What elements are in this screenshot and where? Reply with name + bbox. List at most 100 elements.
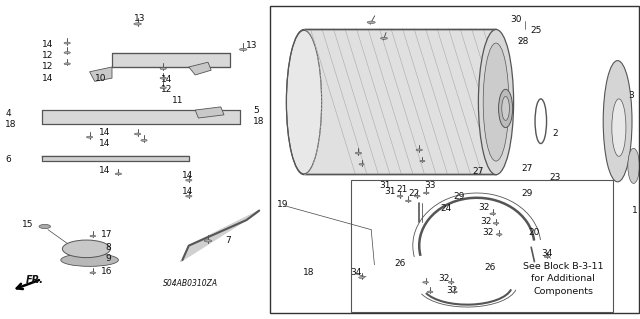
Text: 7: 7 xyxy=(225,236,231,245)
Text: 18: 18 xyxy=(5,120,17,129)
Text: 29: 29 xyxy=(522,189,533,198)
Ellipse shape xyxy=(612,99,626,156)
Polygon shape xyxy=(189,62,211,75)
Bar xyxy=(304,29,496,174)
Ellipse shape xyxy=(134,133,141,135)
Polygon shape xyxy=(195,107,224,118)
Ellipse shape xyxy=(186,195,192,197)
Text: 27: 27 xyxy=(522,164,533,173)
Text: 11: 11 xyxy=(172,96,183,105)
Text: 14: 14 xyxy=(161,75,173,84)
Text: 19: 19 xyxy=(276,200,288,209)
Ellipse shape xyxy=(424,192,429,194)
Ellipse shape xyxy=(64,42,70,44)
Text: 32: 32 xyxy=(480,217,492,226)
Text: 15: 15 xyxy=(22,220,34,229)
Text: 30: 30 xyxy=(510,15,522,24)
Text: 34: 34 xyxy=(350,268,362,277)
Ellipse shape xyxy=(452,291,457,293)
Text: 14: 14 xyxy=(99,166,111,175)
Text: 14: 14 xyxy=(182,187,194,196)
Text: 32: 32 xyxy=(438,274,450,283)
Ellipse shape xyxy=(90,272,96,274)
Ellipse shape xyxy=(479,30,514,175)
Text: 13: 13 xyxy=(134,14,146,23)
Ellipse shape xyxy=(381,37,387,39)
Polygon shape xyxy=(90,67,112,81)
Ellipse shape xyxy=(406,200,412,202)
Ellipse shape xyxy=(448,281,454,283)
Text: FR.: FR. xyxy=(26,275,44,285)
Ellipse shape xyxy=(64,52,70,54)
Text: 20: 20 xyxy=(528,228,540,237)
Text: 25: 25 xyxy=(530,26,541,35)
Text: 29: 29 xyxy=(453,192,465,201)
Text: 21: 21 xyxy=(397,185,408,194)
Text: 2: 2 xyxy=(552,130,558,138)
Ellipse shape xyxy=(483,43,509,161)
Bar xyxy=(112,53,230,67)
Ellipse shape xyxy=(499,89,513,128)
Bar xyxy=(42,110,240,124)
Ellipse shape xyxy=(160,87,166,89)
Text: 27: 27 xyxy=(472,167,484,176)
Text: 12: 12 xyxy=(161,85,173,94)
Text: 14: 14 xyxy=(182,171,194,180)
Text: 9: 9 xyxy=(106,254,111,263)
Text: 23: 23 xyxy=(549,173,561,182)
Ellipse shape xyxy=(61,254,118,266)
Text: 16: 16 xyxy=(100,267,112,276)
Text: 32: 32 xyxy=(479,204,490,212)
Text: 3: 3 xyxy=(628,91,634,100)
Bar xyxy=(351,180,613,312)
Text: 12: 12 xyxy=(42,63,53,71)
Text: 14: 14 xyxy=(99,128,111,137)
Ellipse shape xyxy=(545,256,550,258)
Ellipse shape xyxy=(420,160,425,162)
Ellipse shape xyxy=(423,281,429,283)
Text: 1: 1 xyxy=(632,206,637,215)
Ellipse shape xyxy=(64,63,70,65)
Text: 26: 26 xyxy=(394,259,406,268)
Text: 13: 13 xyxy=(246,41,258,50)
Ellipse shape xyxy=(287,30,322,174)
Text: 22: 22 xyxy=(408,189,420,198)
Text: 33: 33 xyxy=(424,181,436,190)
Ellipse shape xyxy=(160,68,166,70)
Text: 32: 32 xyxy=(446,286,458,295)
Ellipse shape xyxy=(628,148,639,183)
Text: 26: 26 xyxy=(484,263,496,272)
Text: 18: 18 xyxy=(253,117,264,126)
Text: 14: 14 xyxy=(99,139,111,148)
Ellipse shape xyxy=(358,277,365,278)
Ellipse shape xyxy=(90,235,96,237)
Ellipse shape xyxy=(415,195,420,197)
Ellipse shape xyxy=(204,240,212,242)
Ellipse shape xyxy=(141,139,147,141)
Ellipse shape xyxy=(186,179,192,181)
Ellipse shape xyxy=(493,222,499,224)
Ellipse shape xyxy=(428,291,433,293)
Text: 12: 12 xyxy=(42,51,53,60)
Ellipse shape xyxy=(39,225,51,228)
Text: 28: 28 xyxy=(517,37,529,46)
Text: 6: 6 xyxy=(5,155,11,164)
Text: 34: 34 xyxy=(541,249,552,258)
Text: 31: 31 xyxy=(379,181,390,190)
Polygon shape xyxy=(42,156,189,161)
Ellipse shape xyxy=(604,61,632,182)
Text: 18: 18 xyxy=(303,268,314,277)
Text: S04AB0310ZA: S04AB0310ZA xyxy=(163,279,218,288)
Ellipse shape xyxy=(160,77,166,79)
Text: 14: 14 xyxy=(42,74,53,83)
Text: 8: 8 xyxy=(106,243,111,252)
Ellipse shape xyxy=(490,213,496,215)
Text: 32: 32 xyxy=(482,228,493,237)
Ellipse shape xyxy=(63,240,111,258)
Ellipse shape xyxy=(86,136,93,138)
Text: 24: 24 xyxy=(440,204,452,213)
Ellipse shape xyxy=(397,195,403,197)
Ellipse shape xyxy=(115,173,122,175)
Ellipse shape xyxy=(502,97,509,121)
Text: 4: 4 xyxy=(5,109,11,118)
